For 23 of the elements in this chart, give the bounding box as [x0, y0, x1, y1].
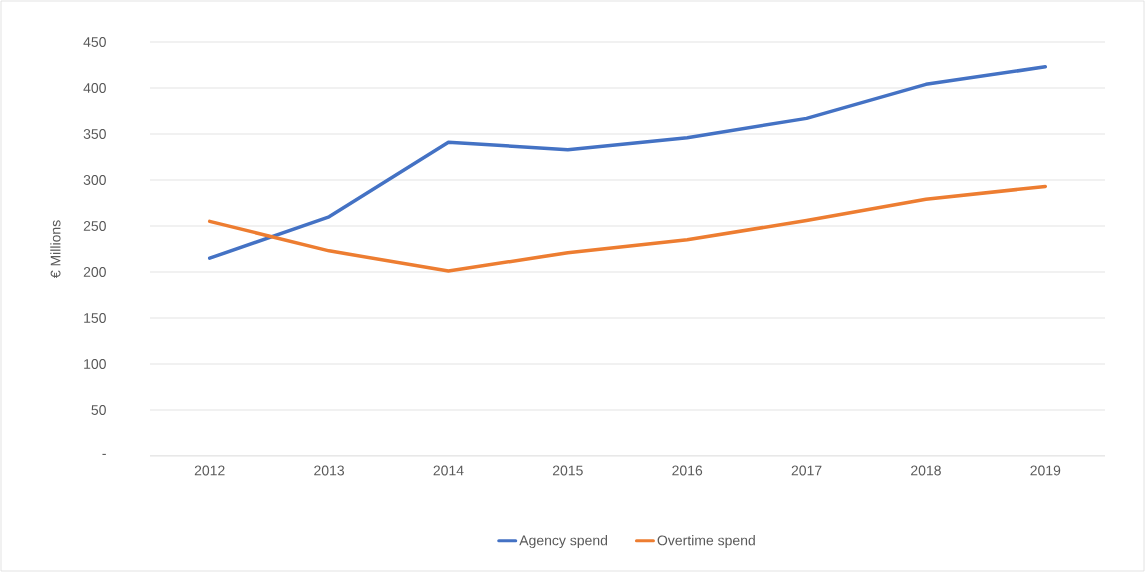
y-tick-label: 200 — [83, 267, 106, 277]
y-tick-label: 50 — [91, 405, 106, 415]
x-tick-label: 2013 — [314, 465, 345, 476]
y-tick-label: - — [102, 453, 106, 455]
y-tick-label: 250 — [83, 221, 106, 231]
legend-label: Overtime spend — [657, 535, 755, 549]
y-tick-label: 450 — [83, 37, 106, 47]
x-tick-label: 2015 — [552, 465, 583, 476]
x-tick-label: 2019 — [1030, 465, 1061, 476]
x-tick-label: 2018 — [911, 465, 941, 476]
y-tick-label: 400 — [83, 83, 106, 93]
line-series — [207, 184, 1048, 273]
x-tick-label: 2014 — [433, 465, 464, 476]
y-tick-label: 150 — [84, 313, 106, 323]
x-tick-label: 2016 — [672, 465, 703, 476]
y-tick-label: 350 — [83, 129, 106, 139]
x-tick-label: 2012 — [194, 465, 225, 476]
line-series — [207, 65, 1048, 260]
y-axis-title: € Millions — [50, 220, 61, 279]
y-tick-label: 300 — [83, 175, 106, 185]
y-tick-label: 100 — [84, 359, 106, 369]
legend-label: Agency spend — [519, 535, 608, 549]
x-tick-label: 2017 — [791, 465, 822, 476]
